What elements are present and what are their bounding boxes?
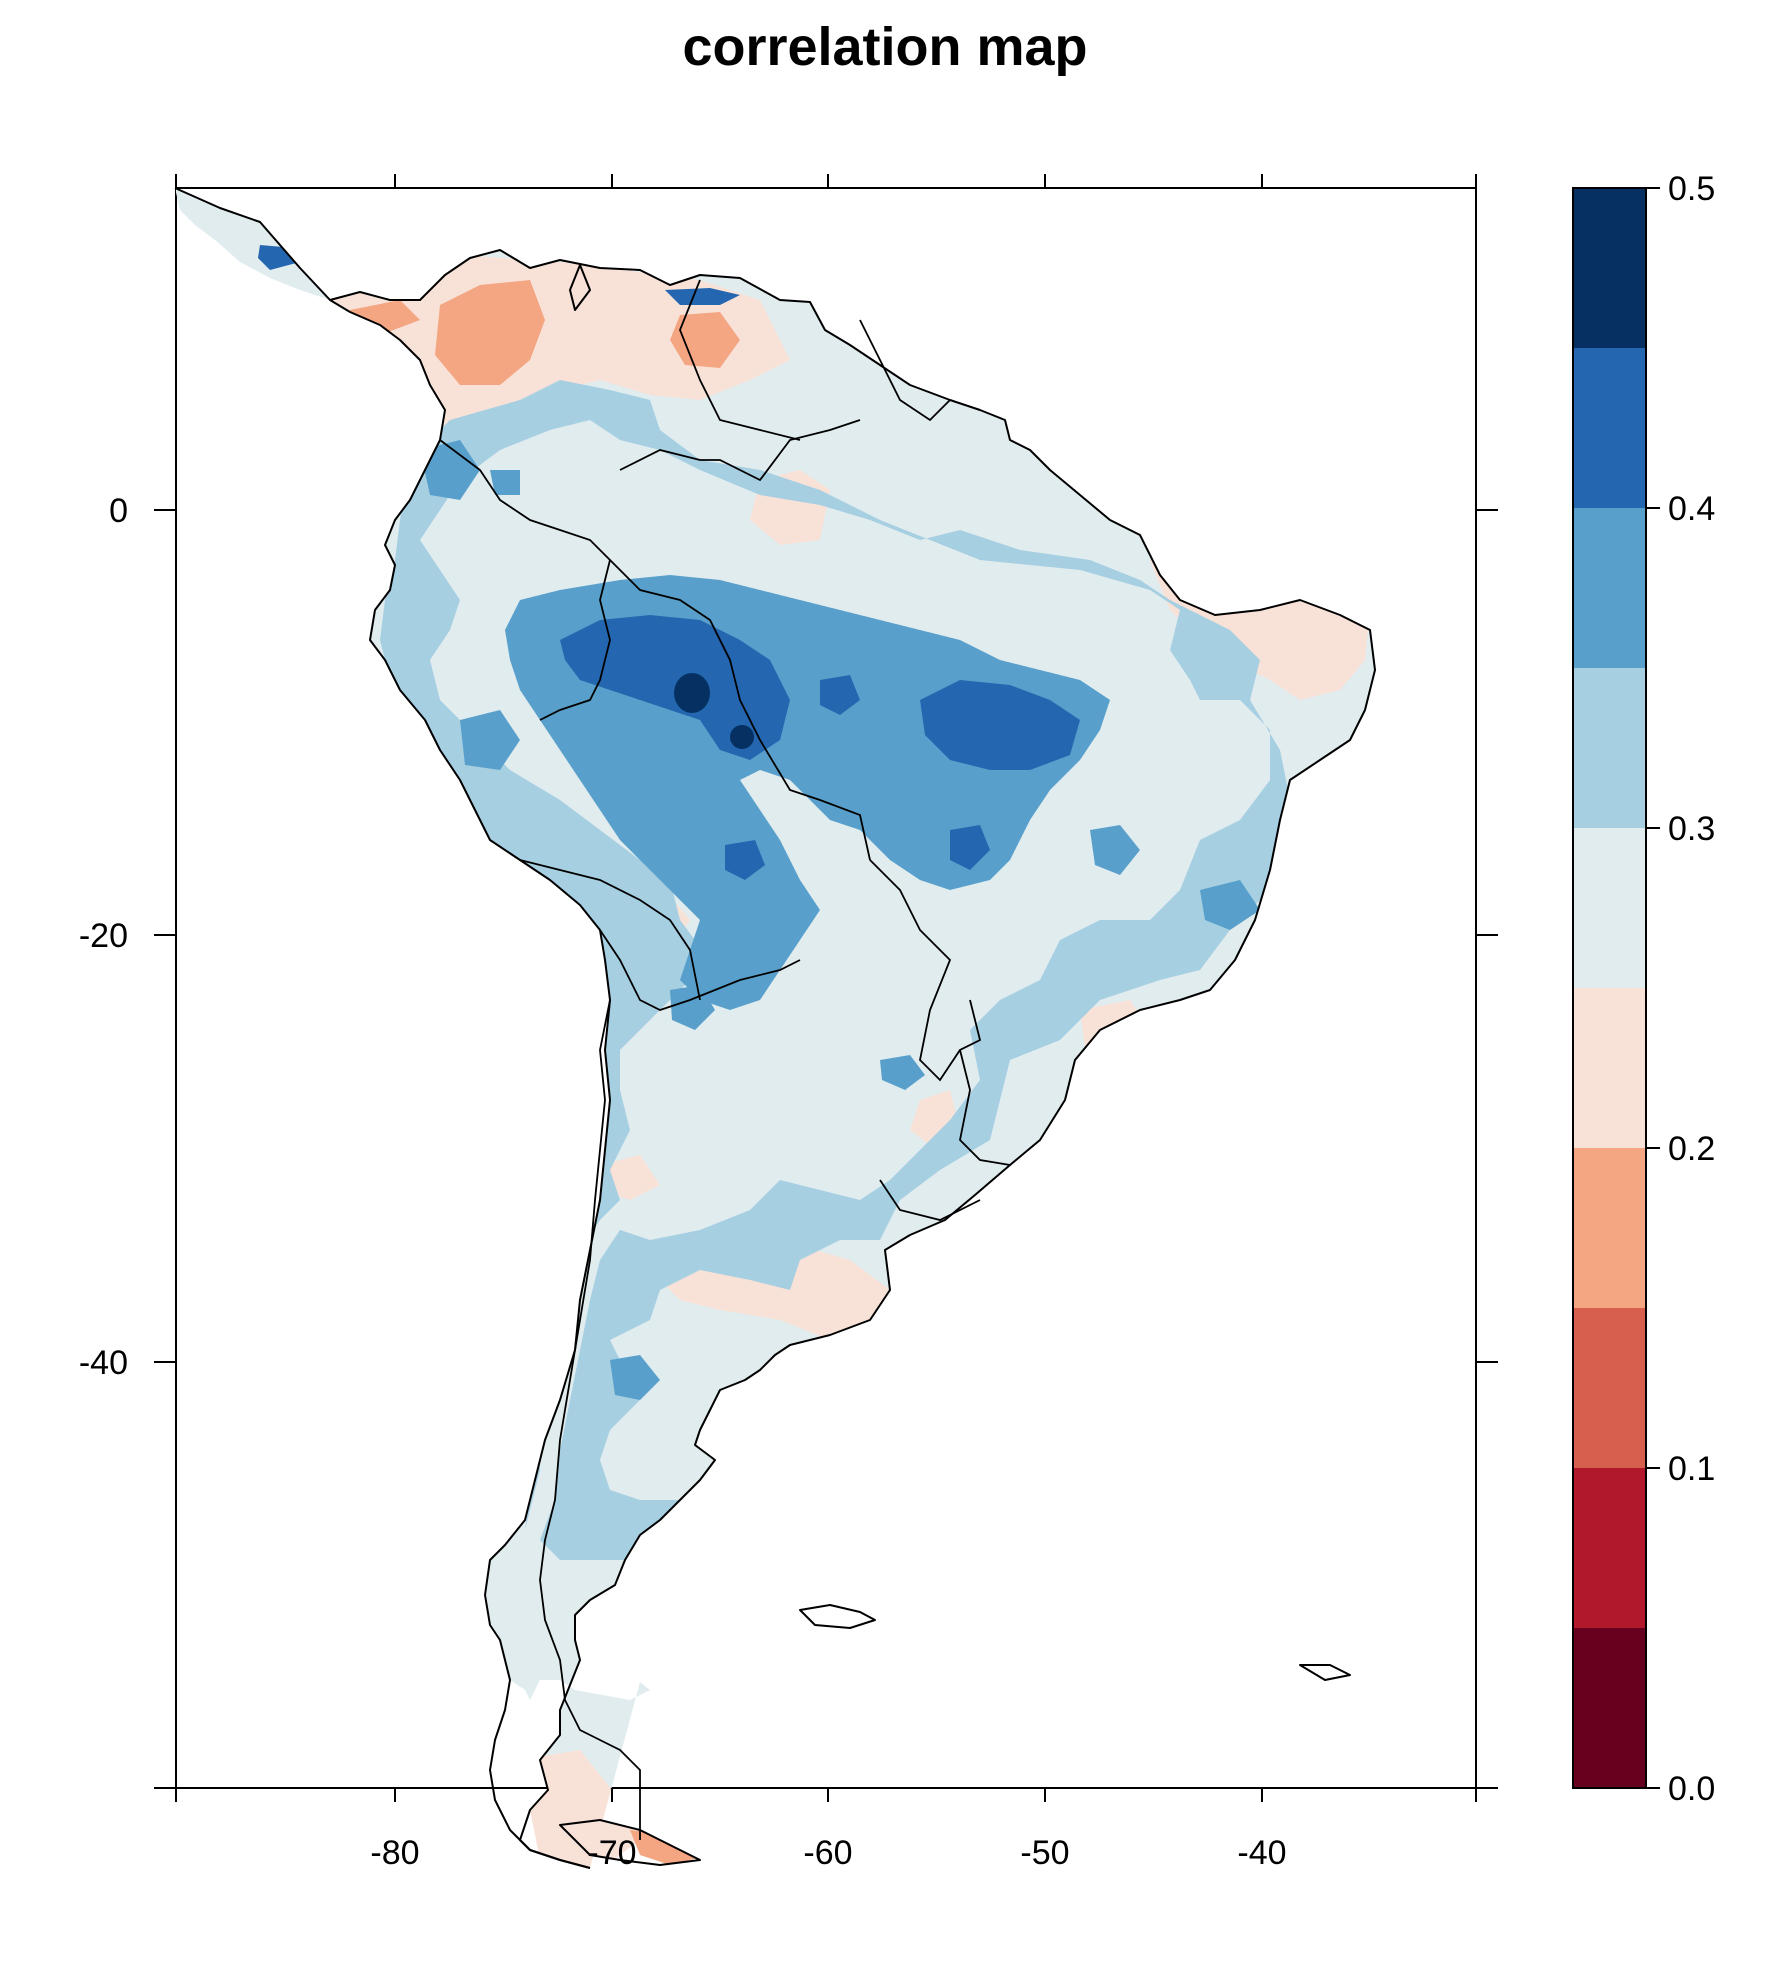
country-borders [439,279,1011,1840]
x-tick-label: -60 [803,1834,852,1872]
level-0.375-region [490,470,520,495]
level-0.175-region [630,1830,710,1865]
level-0.375-region [420,440,480,500]
colorbar-bin [1573,988,1646,1148]
x-axis-bottom [175,1788,1477,1802]
level-0.375-region [1200,880,1260,930]
level-0.375-region [610,1355,660,1400]
y-tick-label: -20 [79,917,128,955]
level-0.225-region [520,1750,640,1868]
colorbar-bin [1573,508,1646,668]
colorbar-ticks: 0.0 0.1 0.2 0.3 0.4 0.5 [1646,170,1715,1808]
level-0.425-region [920,680,1080,770]
colorbar-bin [1573,1468,1646,1628]
colorbar-bin [1573,348,1646,508]
colorbar-tick-label: 0.3 [1668,810,1715,848]
colorbar-tick-label: 0.1 [1668,1450,1715,1488]
y-tick-label: 0 [109,492,128,530]
level-0.175-region [670,312,740,368]
level-0.425-region [820,675,860,715]
y-axis-left [154,509,176,1789]
level-0.325-region [380,380,1290,1560]
colorbar [1572,187,1647,1789]
colorbar-bin [1573,1148,1646,1308]
x-tick-label: -80 [370,1834,419,1872]
colorbar-bin [1573,668,1646,828]
level-0.375-region [880,1055,925,1090]
x-tick-label: -50 [1020,1834,1069,1872]
y-tick-label: -40 [79,1344,128,1382]
level-0.425-region [665,288,740,305]
x-tick-label: -70 [587,1834,636,1872]
x-tick-label: -40 [1237,1834,1286,1872]
level-0.375-region [670,985,715,1030]
level-0.425-region [950,825,990,870]
colorbar-bin [1573,828,1646,988]
colorbar-tick-label: 0.0 [1668,1770,1715,1808]
level-0.425-region [725,840,765,880]
colorbar-tick-label: 0.5 [1668,170,1715,208]
colorbar-bin [1573,1628,1646,1788]
x-axis-top [175,174,1477,188]
coastlines [174,187,1376,1869]
level-0.475-region [730,725,754,749]
colorbar-frame [1572,187,1647,1789]
y-axis-right [1476,509,1498,1789]
chart-title: correlation map [682,17,1087,77]
level-0.375-region [460,710,520,770]
colorbar-tick-label: 0.2 [1668,1130,1715,1168]
level-0.175-region [435,280,545,385]
colorbar-bin [1573,1308,1646,1468]
colorbar-tick-label: 0.4 [1668,490,1715,528]
level-0.375-region [1090,825,1140,875]
colorbar-bin [1573,188,1646,348]
level-0.475-region [674,673,710,713]
